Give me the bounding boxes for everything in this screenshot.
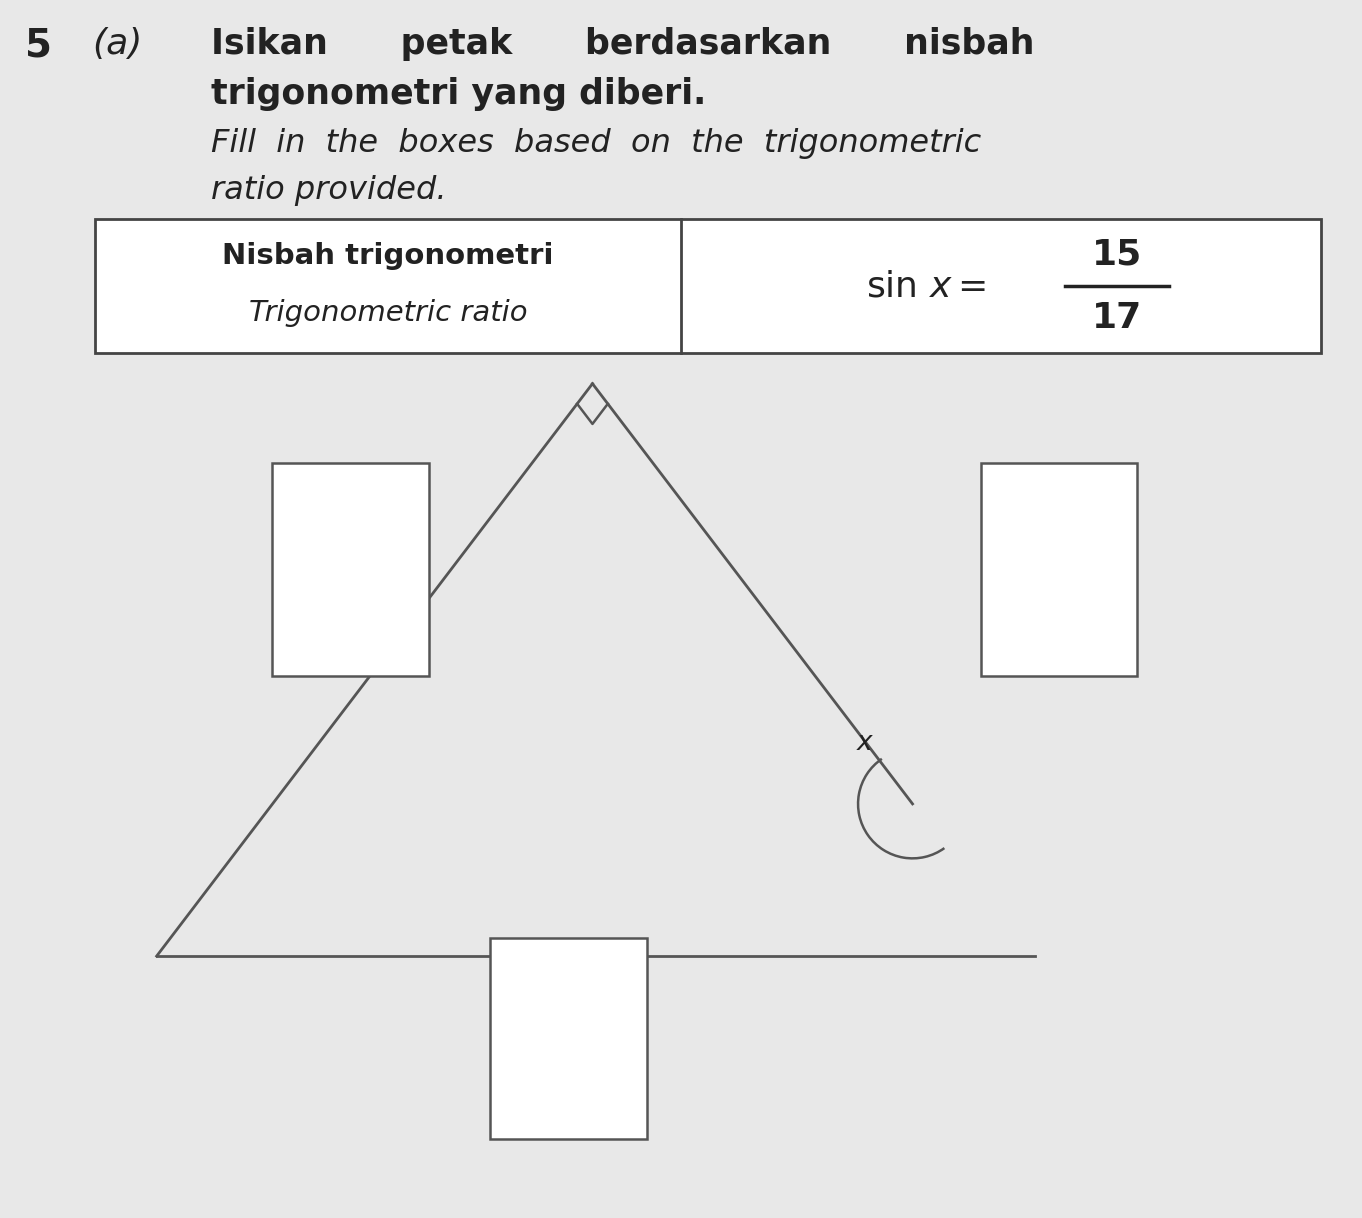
Bar [490,938,647,1139]
Text: Nisbah trigonometri: Nisbah trigonometri [222,242,554,269]
Text: (a): (a) [93,27,143,61]
Text: $\mathrm{sin}\ x =$: $\mathrm{sin}\ x =$ [866,269,986,303]
Text: ratio provided.: ratio provided. [211,175,447,206]
Text: 15: 15 [1092,238,1141,272]
Text: x: x [857,730,873,756]
Text: Fill  in  the  boxes  based  on  the  trigonometric: Fill in the boxes based on the trigonome… [211,128,982,158]
Text: 5: 5 [25,27,52,65]
Bar [95,219,1321,353]
Text: Isikan      petak      berdasarkan      nisbah: Isikan petak berdasarkan nisbah [211,27,1035,61]
Bar [272,463,429,676]
Text: 17: 17 [1092,301,1141,335]
Text: Trigonometric ratio: Trigonometric ratio [249,300,527,326]
Text: trigonometri yang diberi.: trigonometri yang diberi. [211,77,707,111]
Bar [981,463,1137,676]
